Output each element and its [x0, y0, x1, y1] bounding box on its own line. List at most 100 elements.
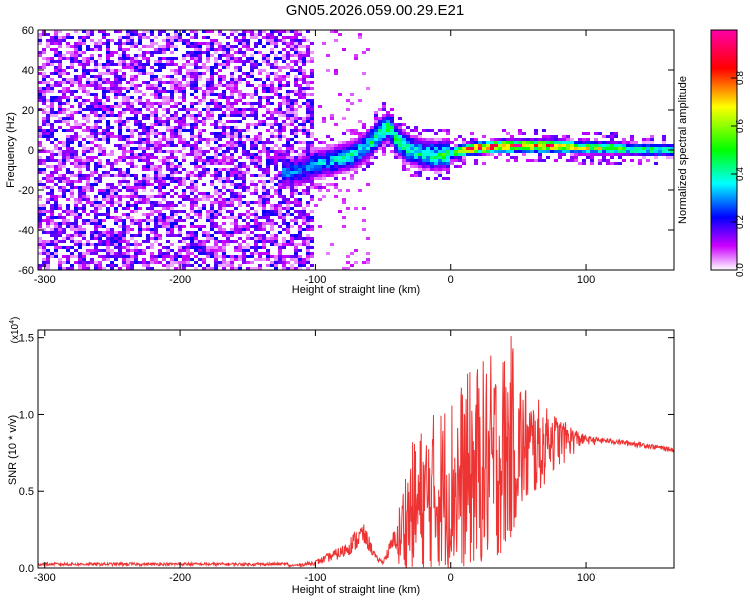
- spectrogram-cell: [62, 174, 66, 177]
- spectrogram-cell: [154, 90, 158, 93]
- x-tick-label: 100: [577, 274, 595, 286]
- spectrogram-cell: [310, 144, 314, 147]
- spectrogram-cell: [382, 120, 386, 123]
- spectrogram-cell: [286, 108, 290, 111]
- spectrogram-cell: [134, 99, 138, 102]
- spectrogram-cell: [82, 42, 86, 45]
- spectrogram-cell: [398, 147, 402, 150]
- spectrogram-cell: [254, 258, 258, 261]
- spectrogram-cell: [502, 129, 506, 132]
- spectrogram-cell: [202, 123, 206, 126]
- spectrogram-cell: [278, 57, 282, 60]
- spectrogram-cell: [242, 189, 246, 192]
- spectrogram-cell: [258, 198, 262, 201]
- spectrogram-cell: [182, 219, 186, 222]
- spectrogram-cell: [214, 102, 218, 105]
- spectrogram-cell: [306, 234, 310, 237]
- spectrogram-cell: [122, 231, 126, 234]
- spectrogram-cell: [342, 201, 346, 204]
- spectrogram-cell: [114, 174, 118, 177]
- spectrogram-cell: [246, 81, 250, 84]
- spectrogram-cell: [230, 216, 234, 219]
- spectrogram-cell: [106, 87, 110, 90]
- spectrogram-cell: [290, 39, 294, 42]
- spectrogram-cell: [38, 237, 42, 240]
- spectrogram-cell: [298, 165, 302, 168]
- spectrogram-cell: [226, 63, 230, 66]
- spectrogram-cell: [282, 84, 286, 87]
- spectrogram-cell: [410, 135, 414, 138]
- spectrogram-cell: [42, 129, 46, 132]
- spectrogram-cell: [134, 243, 138, 246]
- spectrogram-cell: [314, 183, 318, 186]
- spectrogram-cell: [46, 225, 50, 228]
- spectrogram-cell: [238, 165, 242, 168]
- spectrogram-cell: [306, 135, 310, 138]
- spectrogram-cell: [162, 255, 166, 258]
- spectrogram-cell: [622, 159, 626, 162]
- spectrogram-cell: [42, 87, 46, 90]
- spectrogram-cell: [278, 30, 282, 33]
- spectrogram-cell: [90, 219, 94, 222]
- spectrogram-cell: [242, 54, 246, 57]
- spectrogram-cell: [50, 198, 54, 201]
- spectrogram-cell: [382, 132, 386, 135]
- spectrogram-cell: [206, 60, 210, 63]
- spectrogram-cell: [398, 150, 402, 153]
- spectrogram-cell: [414, 156, 418, 159]
- spectrogram-cell: [146, 234, 150, 237]
- spectrogram-cell: [250, 207, 254, 210]
- spectrogram-cell: [534, 150, 538, 153]
- spectrogram-cell: [182, 240, 186, 243]
- spectrogram-cell: [458, 135, 462, 138]
- spectrogram-cell: [218, 108, 222, 111]
- spectrogram-cell: [142, 54, 146, 57]
- spectrogram-cell: [306, 75, 310, 78]
- spectrogram-cell: [82, 231, 86, 234]
- spectrogram-cell: [234, 231, 238, 234]
- spectrogram-cell: [286, 240, 290, 243]
- spectrogram-cell: [130, 63, 134, 66]
- spectrogram-cell: [106, 99, 110, 102]
- spectrogram-cell: [94, 81, 98, 84]
- spectrogram-cell: [270, 204, 274, 207]
- spectrogram-cell: [130, 96, 134, 99]
- spectrogram-cell: [130, 153, 134, 156]
- spectrogram-cell: [230, 255, 234, 258]
- spectrogram-cell: [98, 162, 102, 165]
- spectrogram-cell: [634, 150, 638, 153]
- spectrogram-cell: [46, 90, 50, 93]
- spectrogram-cell: [258, 72, 262, 75]
- spectrogram-cell: [38, 132, 42, 135]
- spectrogram-cell: [130, 258, 134, 261]
- spectrogram-cell: [278, 126, 282, 129]
- spectrogram-cell: [274, 213, 278, 216]
- spectrogram-cell: [222, 132, 226, 135]
- spectrogram-cell: [242, 180, 246, 183]
- spectrogram-cell: [178, 150, 182, 153]
- spectrogram-cell: [166, 129, 170, 132]
- spectrogram-cell: [530, 144, 534, 147]
- spectrogram-cell: [166, 156, 170, 159]
- spectrogram-cell: [118, 30, 122, 33]
- spectrogram-cell: [66, 57, 70, 60]
- spectrogram-cell: [122, 120, 126, 123]
- spectrogram-cell: [662, 141, 666, 144]
- spectrogram-cell: [474, 144, 478, 147]
- spectrogram-cell: [210, 246, 214, 249]
- spectrogram-cell: [98, 42, 102, 45]
- spectrogram-cell: [310, 162, 314, 165]
- spectrogram-cell: [178, 84, 182, 87]
- y-tick-label: 0.5: [19, 486, 34, 498]
- spectrogram-cell: [402, 156, 406, 159]
- spectrogram-cell: [218, 171, 222, 174]
- spectrogram-cell: [82, 87, 86, 90]
- spectrogram-xlabel: Height of straight line (km): [292, 284, 420, 296]
- spectrogram-cell: [110, 189, 114, 192]
- spectrogram-cell: [606, 147, 610, 150]
- spectrogram-cell: [114, 69, 118, 72]
- spectrogram-cell: [330, 144, 334, 147]
- spectrogram-cell: [474, 141, 478, 144]
- spectrogram-cell: [174, 168, 178, 171]
- spectrogram-cell: [126, 228, 130, 231]
